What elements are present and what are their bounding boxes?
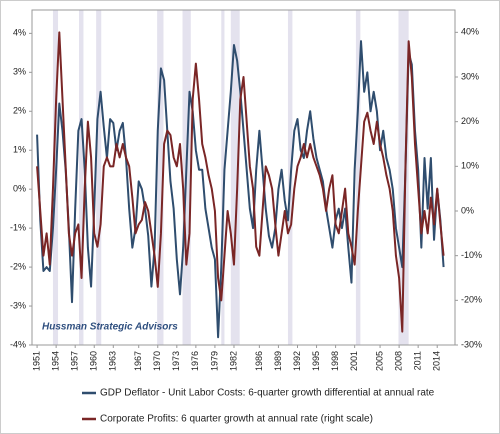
shaded-period <box>96 10 102 345</box>
annotation: Hussman Strategic Advisors <box>42 322 178 333</box>
x-tick-label: 1951 <box>31 351 41 371</box>
x-tick-label: 1998 <box>330 351 340 371</box>
x-tick-label: 2008 <box>393 351 403 371</box>
x-tick-label: 2014 <box>432 351 442 371</box>
x-tick-label: 1967 <box>133 351 143 371</box>
x-tick-label: 1976 <box>190 351 200 371</box>
y-tick-label: 0% <box>13 184 26 194</box>
y-tick-label: 2% <box>13 106 26 116</box>
y2-tick-label: 20% <box>461 116 479 126</box>
y2-tick-label: 10% <box>461 161 479 171</box>
x-tick-label: 1995 <box>311 351 321 371</box>
shaded-period <box>79 10 84 345</box>
y2-tick-label: -30% <box>461 339 482 349</box>
x-tick-label: 1986 <box>254 351 264 371</box>
x-tick-label: 1970 <box>152 351 162 371</box>
y-tick-label: -1% <box>10 223 26 233</box>
x-tick-label: 1982 <box>228 351 238 371</box>
x-tick-label: 1963 <box>108 351 118 371</box>
x-tick-label: 1957 <box>70 351 80 371</box>
shaded-period <box>398 10 409 345</box>
series-line <box>36 31 445 333</box>
x-tick-label: 2005 <box>374 351 384 371</box>
y2-tick-label: -20% <box>461 295 482 305</box>
shaded-period <box>221 10 225 345</box>
y-tick-label: 3% <box>13 67 26 77</box>
x-tick-label: 1992 <box>292 351 302 371</box>
x-tick-label: 2011 <box>413 351 423 370</box>
x-tick-label: 1973 <box>171 351 181 371</box>
y-tick-label: 4% <box>13 28 26 38</box>
y-tick-label: -2% <box>10 261 26 271</box>
x-tick-label: 1954 <box>51 351 61 371</box>
x-tick-label: 1989 <box>273 351 283 371</box>
legend-label: Corporate Profits: 6 quarter growth at a… <box>100 414 373 425</box>
y2-tick-label: -10% <box>461 250 482 260</box>
y2-tick-label: 30% <box>461 71 479 81</box>
y-tick-label: -4% <box>10 339 26 349</box>
shaded-period <box>355 10 361 345</box>
shaded-period <box>230 10 240 345</box>
legend-label: GDP Deflator - Unit Labor Costs: 6-quart… <box>100 388 435 399</box>
x-tick-label: 1979 <box>209 351 219 371</box>
y-tick-label: -3% <box>10 300 26 310</box>
y2-tick-label: 40% <box>461 27 479 37</box>
shaded-period <box>157 10 164 345</box>
y2-tick-label: 0% <box>461 205 474 215</box>
series-line <box>36 40 445 339</box>
x-tick-label: 1960 <box>89 351 99 371</box>
plot-frame <box>31 9 456 346</box>
y-tick-label: 1% <box>13 145 26 155</box>
x-tick-label: 2001 <box>349 351 359 371</box>
